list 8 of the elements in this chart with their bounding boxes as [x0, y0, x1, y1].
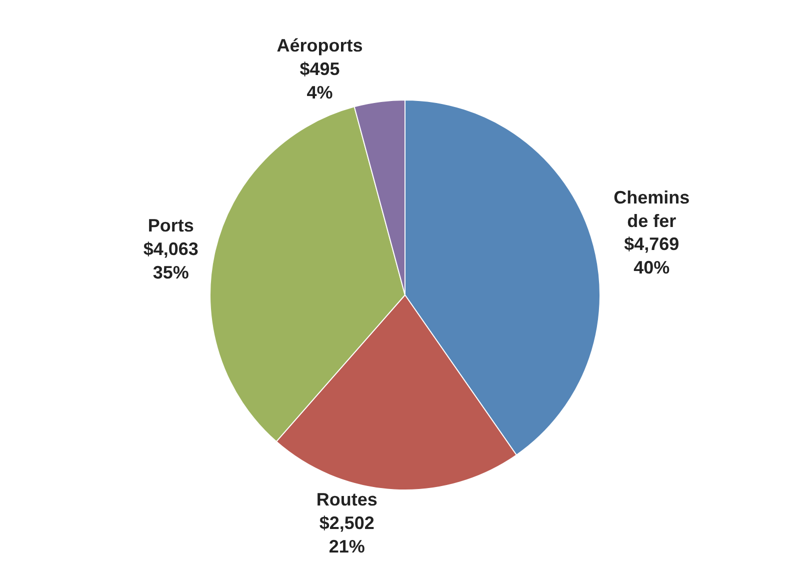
data-label: $4,063 35%	[143, 239, 198, 282]
data-label: $2,502 21%	[319, 512, 374, 556]
slice-label: Ports	[148, 216, 194, 236]
slice-label: Chemins de fer	[614, 187, 690, 231]
slice-label: Routes	[316, 490, 378, 510]
data-label: $4,769 40%	[624, 234, 680, 278]
data-label: $495 4%	[300, 58, 340, 102]
slice-label: Aéroports	[276, 35, 363, 56]
